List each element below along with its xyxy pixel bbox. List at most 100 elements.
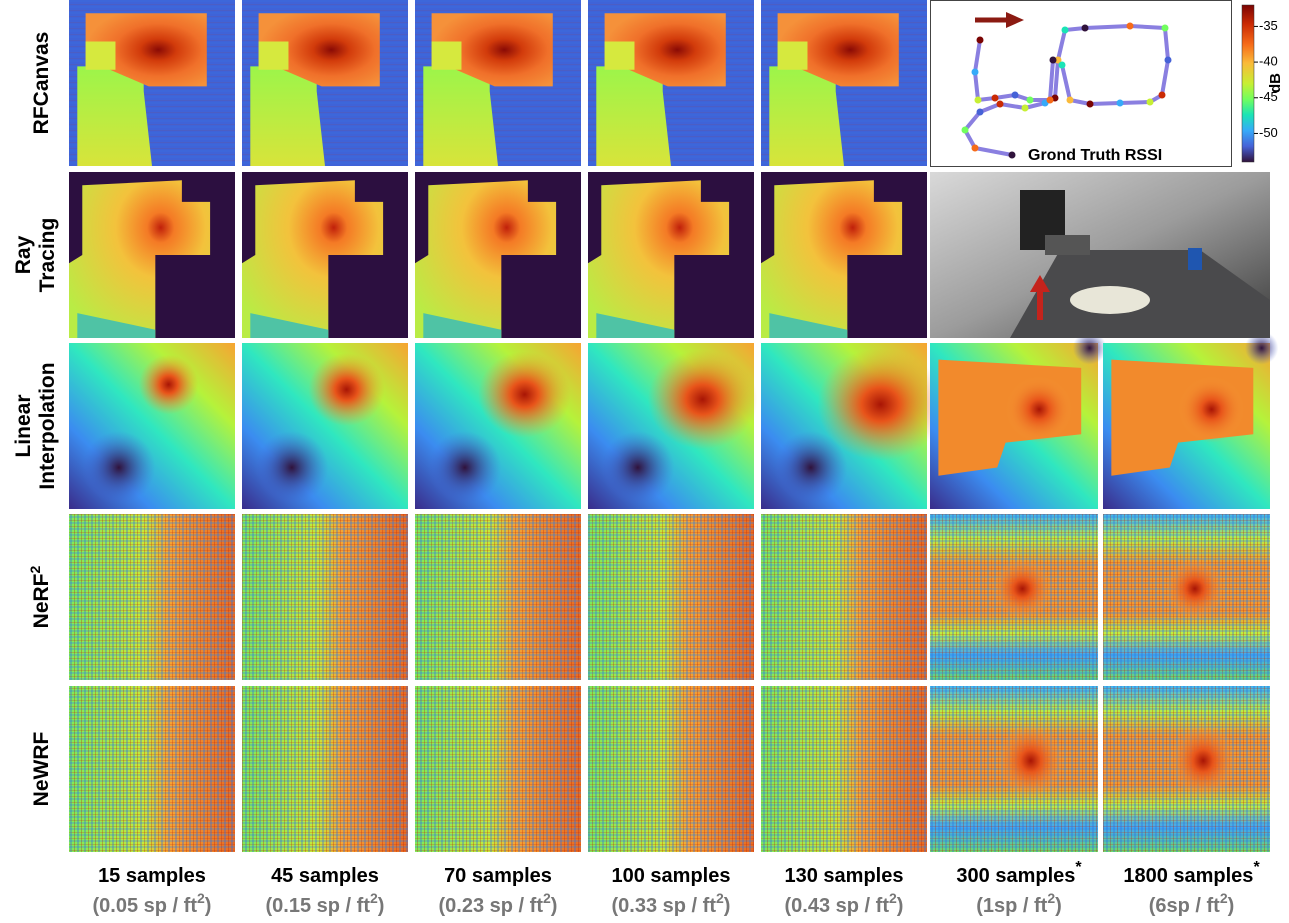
- samples-text: 1800 samples: [1123, 865, 1253, 887]
- density-end: ): [551, 895, 558, 917]
- heat-region: [596, 313, 675, 338]
- route-point: [1011, 91, 1019, 99]
- column-samples: 70 samples: [444, 865, 552, 887]
- density-end: ): [378, 895, 385, 917]
- column-density: (6sp / ft2): [1149, 890, 1235, 917]
- heatmap-panel: [588, 686, 754, 852]
- colorbar-label: dB: [1267, 73, 1284, 93]
- route-point: [976, 108, 984, 116]
- photo-table: [1045, 235, 1090, 255]
- heatmap-panel: [588, 514, 754, 680]
- heatmap-panel: [415, 686, 581, 852]
- route-point: [961, 126, 969, 134]
- heat-spot: [1244, 331, 1279, 365]
- density-text: (0.05 sp / ft: [93, 895, 198, 917]
- heat-region: [431, 13, 553, 87]
- heatmap-panel: [761, 686, 927, 852]
- row-label-text: Interpolation: [36, 362, 59, 489]
- route-point: [1046, 96, 1054, 104]
- heatmap-panel: [1103, 331, 1279, 509]
- route-point: [1146, 98, 1154, 106]
- route-point: [1161, 24, 1169, 32]
- density-sup: 2: [716, 890, 724, 906]
- row-label: Ray: [12, 235, 35, 274]
- density-end: ): [897, 895, 904, 917]
- heat-region: [258, 13, 380, 87]
- heat-region: [761, 686, 927, 852]
- heatmap-panel: [588, 343, 758, 509]
- route-point: [971, 144, 979, 152]
- heatmap-panel: [761, 172, 927, 338]
- row-label-text: NeWRF: [30, 732, 53, 807]
- heatmap-panel: [69, 343, 235, 509]
- column-density: (0.43 sp / ft2): [785, 890, 904, 917]
- heatmap-panel: [415, 0, 581, 166]
- density-text: (0.23 sp / ft: [439, 895, 544, 917]
- density-end: ): [205, 895, 212, 917]
- heat-region: [596, 66, 671, 166]
- route-point: [1086, 100, 1094, 108]
- heat-spot: [478, 351, 572, 438]
- route-point: [1054, 56, 1062, 64]
- heatmap-panel: [415, 514, 581, 680]
- row-label: RFCanvas: [30, 32, 53, 135]
- heat-region: [588, 180, 730, 338]
- density-sup: 2: [889, 890, 897, 906]
- heatmap-panel: [1103, 514, 1270, 680]
- row-label-text: Ray: [12, 235, 35, 274]
- heat-region: [604, 41, 635, 70]
- density-text: (6sp / ft: [1149, 895, 1220, 917]
- row-label-text: RFCanvas: [30, 32, 53, 135]
- samples-sup: *: [1075, 859, 1082, 876]
- heat-region: [242, 686, 408, 852]
- photo-bin: [1188, 248, 1202, 270]
- heat-region: [415, 180, 557, 338]
- heatmap-panel: [761, 343, 944, 509]
- heatmap-panel: [1103, 686, 1270, 852]
- map-label: Grond Truth RSSI: [1028, 147, 1162, 164]
- samples-text: 15 samples: [98, 865, 206, 887]
- row-label-text: Tracing: [36, 218, 59, 293]
- heatmap-panel: [242, 514, 408, 680]
- column-samples: 45 samples: [271, 865, 379, 887]
- heat-region: [77, 66, 152, 166]
- route-point: [1008, 151, 1016, 159]
- route-point: [1049, 56, 1057, 64]
- heat-region: [777, 41, 808, 70]
- heatmap-panel: [69, 514, 235, 680]
- row-label: NeWRF: [30, 732, 53, 807]
- heat-region: [604, 13, 726, 87]
- heatmap-panel: [930, 686, 1098, 852]
- density-end: ): [1055, 895, 1062, 917]
- column-density: (0.05 sp / ft2): [93, 890, 212, 917]
- samples-text: 300 samples: [956, 865, 1075, 887]
- photo-round-table: [1070, 286, 1150, 314]
- heat-spot: [992, 558, 1053, 619]
- photo-arrow-head: [1030, 275, 1050, 292]
- heat-spot: [774, 430, 848, 505]
- heat-region: [431, 41, 462, 70]
- heat-region: [69, 180, 211, 338]
- heatmap-panel: [415, 343, 581, 509]
- row-label-text: Linear: [12, 394, 35, 457]
- heat-region: [85, 13, 207, 87]
- heat-spot: [997, 724, 1065, 798]
- row-label-text: NeRF: [30, 573, 53, 628]
- heat-spot: [647, 349, 758, 450]
- heat-region: [423, 66, 498, 166]
- samples-text: 130 samples: [785, 865, 904, 887]
- heat-region: [242, 180, 384, 338]
- heat-region: [250, 66, 325, 166]
- heat-spot: [817, 347, 944, 461]
- column-density: (0.15 sp / ft2): [266, 890, 385, 917]
- heatmap-panel: [69, 0, 235, 166]
- column-density: (0.33 sp / ft2): [612, 890, 731, 917]
- colorbar-tick-label: -45: [1259, 89, 1278, 104]
- row-label: Interpolation: [36, 362, 59, 489]
- density-text: (1sp / ft: [976, 895, 1047, 917]
- route-point: [991, 94, 999, 102]
- column-samples: 100 samples: [612, 865, 731, 887]
- samples-sup: *: [1253, 859, 1260, 876]
- colorbar: [1241, 4, 1255, 163]
- column-density: (0.23 sp / ft2): [439, 890, 558, 917]
